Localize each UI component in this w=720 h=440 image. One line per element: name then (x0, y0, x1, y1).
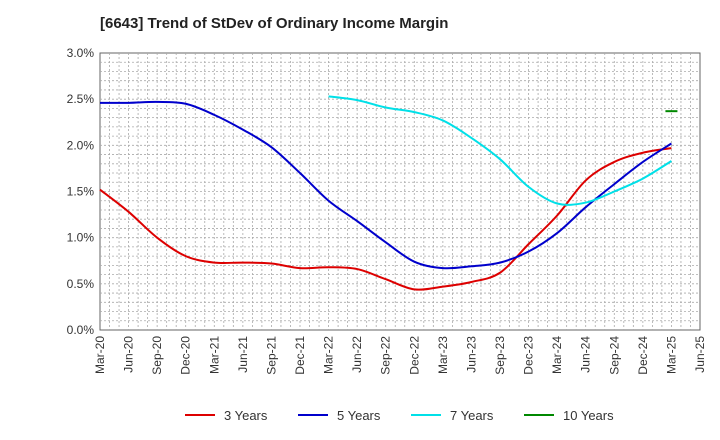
x-tick-label: Mar-20 (93, 336, 107, 374)
y-axis: 0.0% 0.5% 1.0% 1.5% 2.0% 2.5% 3.0% (67, 46, 95, 337)
series-lines (99, 95, 678, 291)
x-tick-label: Mar-22 (322, 336, 336, 374)
x-tick-label: Sep-22 (379, 336, 393, 375)
series-line-3 (328, 95, 672, 206)
legend-label: 3 Years (224, 408, 268, 423)
y-tick-label: 3.0% (67, 46, 95, 60)
x-tick-label: Jun-22 (350, 336, 364, 373)
legend-label: 10 Years (563, 408, 614, 423)
x-tick-label: Dec-24 (636, 336, 650, 375)
y-tick-label: 2.5% (67, 92, 95, 106)
chart-title: [6643] Trend of StDev of Ordinary Income… (100, 15, 448, 32)
x-tick-label: Jun-20 (122, 336, 136, 373)
grid (100, 53, 700, 330)
x-tick-label: Sep-24 (607, 336, 621, 375)
x-tick-label: Mar-23 (436, 336, 450, 374)
x-tick-label: Mar-25 (664, 336, 678, 374)
x-tick-label: Jun-23 (464, 336, 478, 373)
series-line-2 (99, 100, 672, 270)
x-axis: Mar-20 Jun-20 Sep-20 Dec-20 Mar-21 Jun-21 Sep-… (93, 336, 707, 375)
y-tick-label: 2.0% (67, 138, 95, 152)
x-tick-label: Dec-20 (179, 336, 193, 375)
x-tick-label: Sep-21 (264, 336, 278, 375)
y-tick-label: 0.0% (67, 323, 95, 337)
y-tick-label: 0.5% (67, 277, 95, 291)
x-tick-label: Jun-25 (693, 336, 707, 373)
y-tick-label: 1.0% (67, 231, 95, 245)
x-tick-label: Dec-21 (293, 336, 307, 375)
legend-label: 7 Years (450, 408, 494, 423)
series-line-1 (99, 147, 672, 291)
legend-label: 5 Years (337, 408, 381, 423)
x-tick-label: Dec-23 (522, 336, 536, 375)
x-tick-label: Sep-23 (493, 336, 507, 375)
x-tick-label: Jun-21 (236, 336, 250, 373)
x-tick-label: Dec-22 (407, 336, 421, 375)
y-tick-label: 1.5% (67, 185, 95, 199)
x-tick-label: Mar-21 (207, 336, 221, 374)
x-tick-label: Jun-24 (579, 336, 593, 373)
x-tick-label: Sep-20 (150, 336, 164, 375)
x-tick-label: Mar-24 (550, 336, 564, 374)
legend: 3 Years 5 Years 7 Years 10 Years (185, 408, 614, 423)
